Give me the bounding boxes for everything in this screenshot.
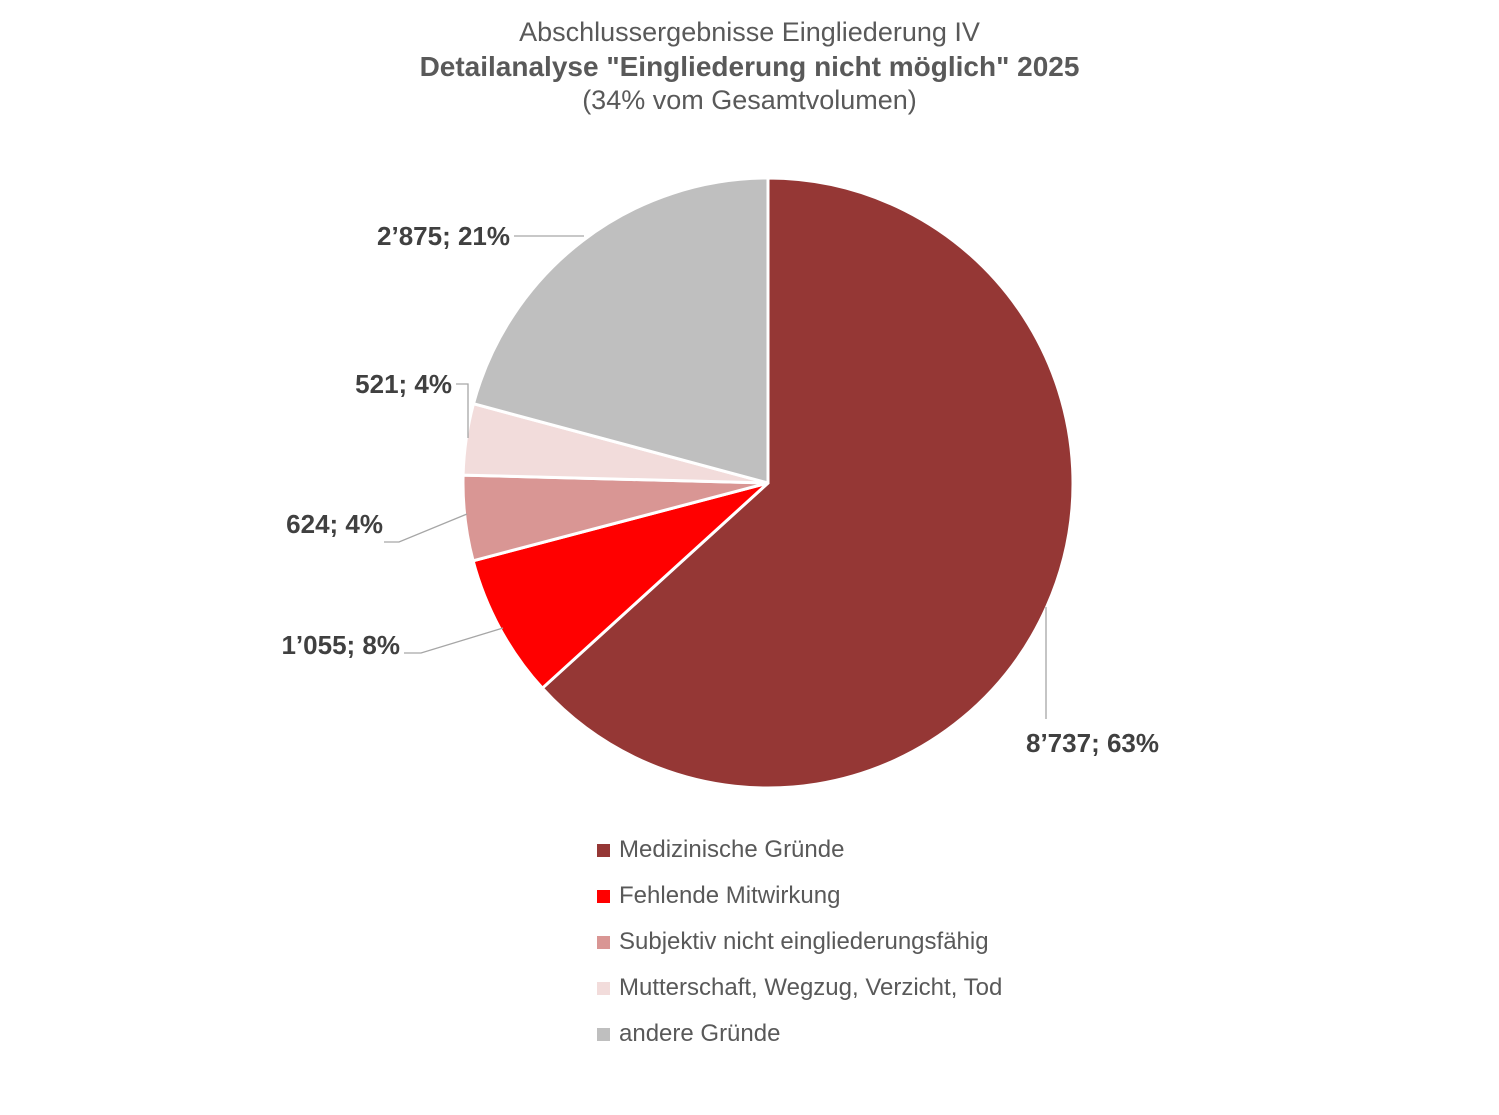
leader-line-subjektiv-nicht-eingliederungsfaehig <box>384 513 468 543</box>
legend-item-subjektiv-nicht-eingliederungsfaehig: Subjektiv nicht eingliederungsfähig <box>597 919 1002 965</box>
legend-item-fehlende-mitwirkung: Fehlende Mitwirkung <box>597 873 1002 919</box>
legend-swatch-mutterschaft-wegzug-verzicht-tod <box>597 981 610 995</box>
pie-slice-andere-gruende <box>471 176 770 485</box>
data-label-medizinische-gruende: 8’737; 63% <box>1026 728 1159 758</box>
legend-item-mutterschaft-wegzug-verzicht-tod: Mutterschaft, Wegzug, Verzicht, Tod <box>597 965 1002 1011</box>
leader-line-mutterschaft-wegzug-verzicht-tod <box>456 383 469 438</box>
legend-swatch-subjektiv-nicht-eingliederungsfaehig <box>597 935 610 949</box>
legend-label: Mutterschaft, Wegzug, Verzicht, Tod <box>619 974 1003 1001</box>
legend-item-andere-gruende: andere Gründe <box>597 1011 1002 1057</box>
data-label-fehlende-mitwirkung: 1’055; 8% <box>281 630 400 660</box>
chart-title-block: Abschlussergebnisse Eingliederung IV Det… <box>0 16 1499 117</box>
data-label-mutterschaft-wegzug-verzicht-tod: 521; 4% <box>355 369 452 399</box>
data-label-andere-gruende: 2’875; 21% <box>377 221 510 251</box>
chart-title-line3: (34% vom Gesamtvolumen) <box>582 85 917 115</box>
legend-label: Subjektiv nicht eingliederungsfähig <box>619 928 989 955</box>
legend-swatch-medizinische-gruende <box>597 843 610 857</box>
data-label-subjektiv-nicht-eingliederungsfaehig: 624; 4% <box>286 509 383 539</box>
legend-label: andere Gründe <box>619 1020 781 1047</box>
pie-slice-medizinische-gruende <box>540 176 1075 790</box>
leader-line-fehlende-mitwirkung <box>404 627 504 654</box>
chart-title-line2: Detailanalyse "Eingliederung nicht mögli… <box>419 51 1080 82</box>
legend-swatch-andere-gruende <box>597 1027 610 1041</box>
legend-label: Medizinische Gründe <box>619 836 845 863</box>
legend-item-medizinische-gruende: Medizinische Gründe <box>597 827 1002 873</box>
legend-swatch-fehlende-mitwirkung <box>597 889 610 903</box>
legend-label: Fehlende Mitwirkung <box>619 882 841 909</box>
legend: Medizinische Gründe Fehlende Mitwirkung … <box>597 827 1002 1057</box>
chart-title-line1: Abschlussergebnisse Eingliederung IV <box>519 17 980 47</box>
